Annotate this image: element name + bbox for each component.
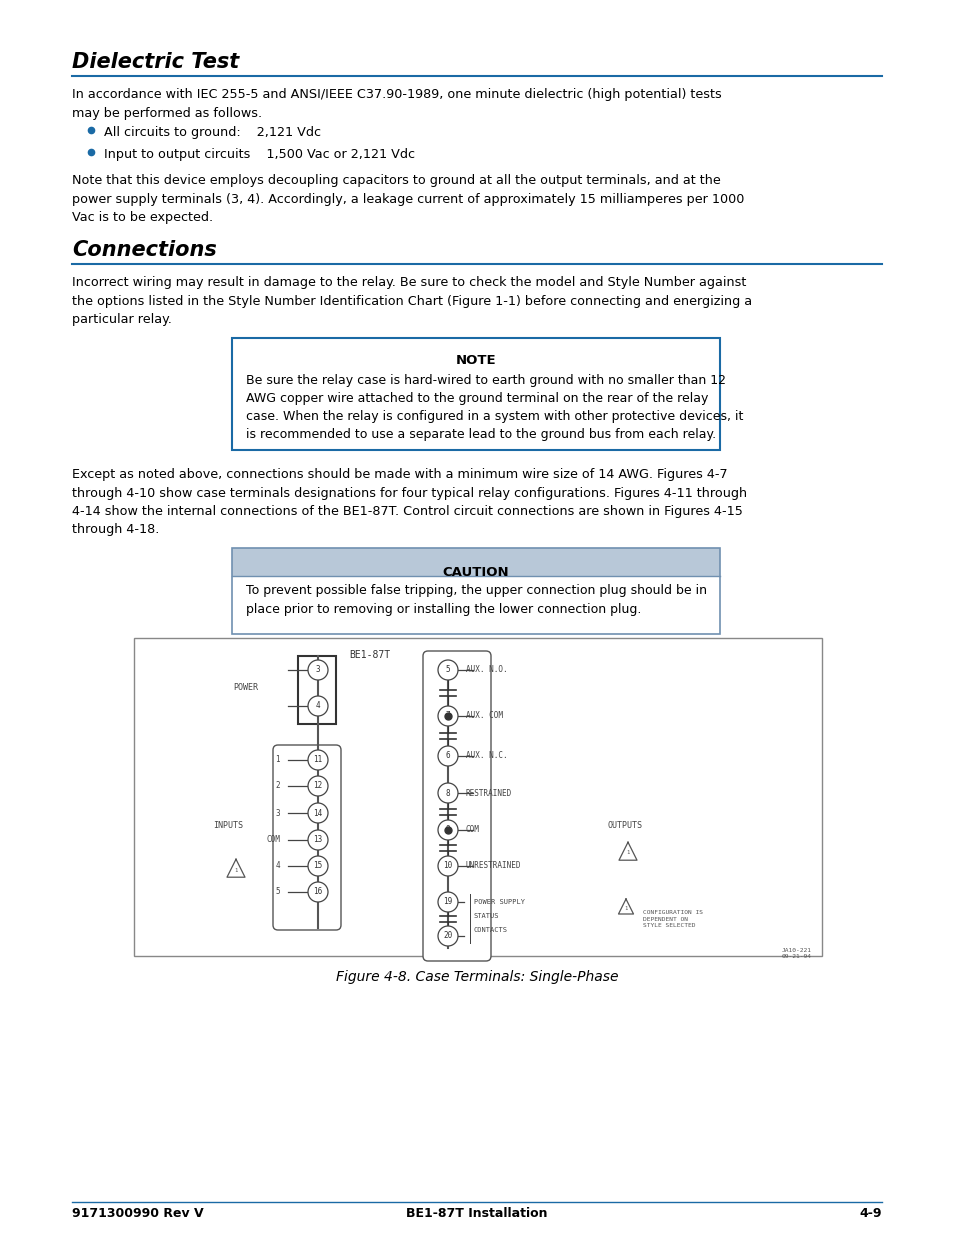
Text: COM: COM — [266, 836, 280, 845]
Text: POWER SUPPLY: POWER SUPPLY — [474, 899, 524, 905]
Text: 20: 20 — [443, 931, 452, 941]
Text: POWER: POWER — [233, 683, 257, 693]
Circle shape — [437, 706, 457, 726]
Circle shape — [437, 746, 457, 766]
Text: CONFIGURATION IS
DEPENDENT ON
STYLE SELECTED: CONFIGURATION IS DEPENDENT ON STYLE SELE… — [642, 910, 702, 929]
Text: 9171300990 Rev V: 9171300990 Rev V — [71, 1207, 203, 1220]
Circle shape — [437, 820, 457, 840]
Text: Except as noted above, connections should be made with a minimum wire size of 14: Except as noted above, connections shoul… — [71, 468, 746, 536]
Circle shape — [308, 803, 328, 823]
Text: 3: 3 — [315, 666, 320, 674]
Text: 5: 5 — [445, 666, 450, 674]
Text: BE1-87T: BE1-87T — [349, 650, 390, 659]
Text: OUTPUTS: OUTPUTS — [607, 821, 642, 830]
Text: AUX. COM: AUX. COM — [465, 711, 502, 720]
Text: 3: 3 — [275, 809, 280, 818]
Text: Dielectric Test: Dielectric Test — [71, 52, 239, 72]
Text: 12: 12 — [313, 782, 322, 790]
Text: RESTRAINED: RESTRAINED — [465, 788, 512, 798]
Text: UNRESTRAINED: UNRESTRAINED — [465, 862, 521, 871]
Text: All circuits to ground:    2,121 Vdc: All circuits to ground: 2,121 Vdc — [104, 126, 320, 140]
Text: JA10-221
09-21-94: JA10-221 09-21-94 — [781, 948, 811, 960]
FancyBboxPatch shape — [273, 745, 340, 930]
Text: 2: 2 — [275, 782, 280, 790]
Text: AUX. N.O.: AUX. N.O. — [465, 666, 507, 674]
Text: 1: 1 — [626, 851, 629, 856]
Text: In accordance with IEC 255-5 and ANSI/IEEE C37.90-1989, one minute dielectric (h: In accordance with IEC 255-5 and ANSI/IE… — [71, 88, 721, 120]
Text: To prevent possible false tripping, the upper connection plug should be in
place: To prevent possible false tripping, the … — [246, 584, 706, 615]
Text: BE1-87T Installation: BE1-87T Installation — [406, 1207, 547, 1220]
Text: 4-9: 4-9 — [859, 1207, 882, 1220]
Bar — [232, 548, 720, 576]
Circle shape — [308, 856, 328, 876]
Circle shape — [437, 892, 457, 911]
Text: CONTACTS: CONTACTS — [474, 927, 507, 932]
Bar — [133, 638, 821, 956]
Circle shape — [437, 856, 457, 876]
FancyBboxPatch shape — [232, 338, 720, 450]
Text: 6: 6 — [445, 752, 450, 761]
Text: Input to output circuits    1,500 Vac or 2,121 Vdc: Input to output circuits 1,500 Vac or 2,… — [104, 148, 415, 161]
Circle shape — [308, 697, 328, 716]
Text: 5: 5 — [275, 888, 280, 897]
Text: 14: 14 — [313, 809, 322, 818]
Text: AUX. N.C.: AUX. N.C. — [465, 752, 507, 761]
FancyBboxPatch shape — [422, 651, 491, 961]
Circle shape — [308, 659, 328, 680]
Text: Connections: Connections — [71, 240, 216, 261]
Text: 19: 19 — [443, 898, 452, 906]
Text: Incorrect wiring may result in damage to the relay. Be sure to check the model a: Incorrect wiring may result in damage to… — [71, 275, 751, 326]
Text: STATUS: STATUS — [474, 913, 499, 919]
Text: 7: 7 — [445, 711, 450, 720]
Bar — [297, 656, 335, 724]
Text: 1: 1 — [275, 756, 280, 764]
Text: 11: 11 — [313, 756, 322, 764]
Text: 8: 8 — [445, 788, 450, 798]
Text: COM: COM — [465, 825, 479, 835]
Text: Be sure the relay case is hard-wired to earth ground with no smaller than 12
AWG: Be sure the relay case is hard-wired to … — [246, 374, 742, 441]
Text: 1: 1 — [623, 905, 627, 910]
Text: 4: 4 — [315, 701, 320, 710]
Text: NOTE: NOTE — [456, 354, 496, 367]
Circle shape — [437, 783, 457, 803]
Text: 4: 4 — [275, 862, 280, 871]
Circle shape — [308, 750, 328, 769]
Circle shape — [308, 830, 328, 850]
Text: Note that this device employs decoupling capacitors to ground at all the output : Note that this device employs decoupling… — [71, 174, 743, 224]
Text: 13: 13 — [313, 836, 322, 845]
Text: 16: 16 — [313, 888, 322, 897]
Text: 1: 1 — [234, 867, 237, 872]
Text: 15: 15 — [313, 862, 322, 871]
Circle shape — [437, 926, 457, 946]
Circle shape — [437, 659, 457, 680]
Text: 10: 10 — [443, 862, 452, 871]
Text: 9: 9 — [445, 825, 450, 835]
Circle shape — [308, 776, 328, 797]
Circle shape — [308, 882, 328, 902]
Text: Figure 4-8. Case Terminals: Single-Phase: Figure 4-8. Case Terminals: Single-Phase — [335, 969, 618, 984]
Text: CAUTION: CAUTION — [442, 566, 509, 579]
Text: INPUTS: INPUTS — [213, 821, 243, 830]
